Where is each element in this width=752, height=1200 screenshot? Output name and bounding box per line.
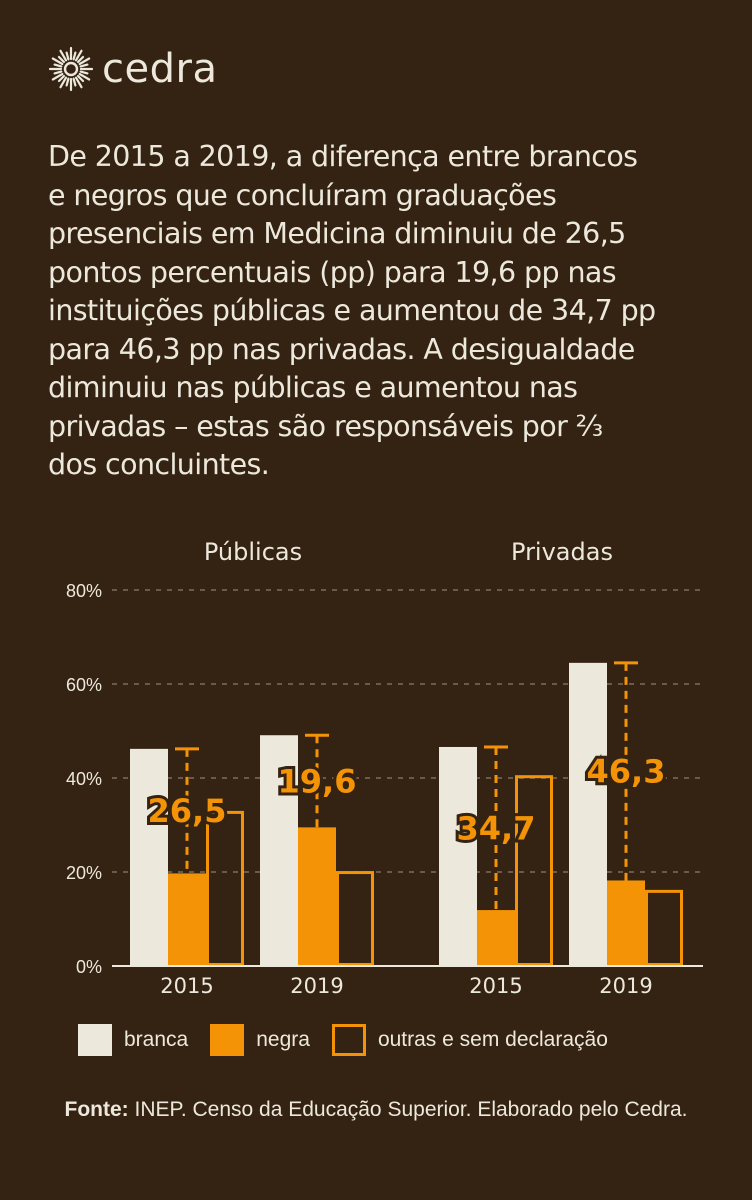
bar-chart: 0% 20% 40% 60% 80% Públicas 26,5 2015 19,6 2019 Pr…	[66, 538, 703, 998]
intro-line: instituições públicas e aumentou de 34,7…	[48, 294, 656, 327]
bar-outras	[206, 810, 244, 967]
logo-ray	[51, 57, 64, 66]
intro-line: para 46,3 pp nas privadas. A desigualdad…	[48, 332, 635, 366]
gap-label: 19,6	[278, 762, 357, 800]
bar-branca	[260, 735, 298, 966]
intro-text: De 2015 a 2019, a diferença entre branco…	[48, 138, 718, 485]
group-title: Públicas	[204, 538, 302, 566]
logo-core	[63, 61, 79, 77]
logo-ray	[65, 77, 70, 87]
y-tick-label: 40%	[66, 769, 102, 789]
logo-ray	[51, 72, 64, 81]
bar-outras	[515, 775, 553, 966]
legend-item-negra: negra	[210, 1024, 310, 1056]
intro-line: privadas – estas são responsáveis por ⅔	[48, 409, 603, 443]
legend: branca negra outras e sem declaração	[78, 1024, 630, 1056]
logo-ray	[79, 70, 89, 75]
logo-ray	[59, 76, 68, 89]
logo-ray	[53, 70, 63, 75]
gap-label: 34,7	[457, 810, 536, 848]
bar-branca	[569, 662, 607, 966]
legend-label-outras: outras e sem declaração	[377, 1028, 608, 1051]
intro-line: pontos percentuais (pp) para 19,6 pp nas	[48, 255, 617, 289]
logo-ray	[72, 77, 77, 87]
legend-label-negra: negra	[256, 1028, 310, 1051]
logo-ray	[76, 55, 85, 64]
logo-ray	[74, 76, 83, 89]
logo-ray	[78, 72, 91, 81]
bar-outras	[336, 871, 374, 966]
logo-ray	[78, 57, 91, 66]
logo-ray	[53, 63, 63, 68]
legend-swatch-branca	[78, 1024, 112, 1056]
x-tick-label: 2015	[160, 974, 213, 998]
y-tick-label: 20%	[66, 863, 102, 883]
logo-ray	[76, 74, 85, 83]
intro-line: presenciais em Medicina diminuiu de 26,5	[48, 217, 626, 250]
source-label: Fonte:	[64, 1098, 129, 1121]
group-title: Privadas	[511, 538, 613, 566]
bar-negra	[168, 873, 206, 966]
bar-negra	[607, 880, 645, 966]
intro-line: De 2015 a 2019, a diferença entre branco…	[48, 140, 638, 173]
legend-swatch-outras	[331, 1024, 366, 1056]
logo-ray	[59, 49, 68, 62]
gap-label: 46,3	[587, 753, 666, 791]
sun-burst-icon	[48, 46, 94, 92]
gap-label: 26,5	[148, 792, 227, 830]
x-tick-label: 2019	[290, 974, 343, 998]
logo-ray	[72, 51, 77, 61]
intro-line: dos concluintes.	[48, 448, 270, 481]
logo-ray	[79, 63, 89, 68]
y-tick-label: 60%	[66, 675, 102, 695]
legend-swatch-negra	[210, 1024, 245, 1056]
bar-negra	[298, 827, 336, 966]
x-tick-label: 2015	[469, 974, 522, 998]
bar-negra	[477, 910, 515, 966]
legend-item-branca: branca	[78, 1024, 188, 1056]
logo-ray	[65, 51, 70, 61]
y-tick-label: 0%	[76, 957, 102, 977]
brand-logo: cedra	[48, 46, 217, 92]
intro-line: e negros que concluíram graduações	[48, 178, 557, 212]
legend-item-outras: outras e sem declaração	[331, 1024, 608, 1056]
intro-line: diminuiu nas públicas e aumentou nas	[48, 371, 578, 404]
bar-outras	[645, 889, 683, 966]
logo-ray	[57, 55, 66, 64]
legend-label-branca: branca	[124, 1028, 189, 1051]
y-tick-label: 80%	[66, 581, 102, 601]
x-tick-label: 2019	[599, 974, 652, 998]
brand-name: cedra	[102, 46, 218, 92]
bar-branca	[130, 748, 168, 966]
logo-ray	[57, 74, 66, 83]
source-note: Fonte: INEP. Censo da Educação Superior.…	[40, 1096, 712, 1124]
source-text: INEP. Censo da Educação Superior. Elabor…	[128, 1098, 688, 1121]
logo-ray	[74, 49, 83, 62]
bar-branca	[439, 746, 477, 966]
